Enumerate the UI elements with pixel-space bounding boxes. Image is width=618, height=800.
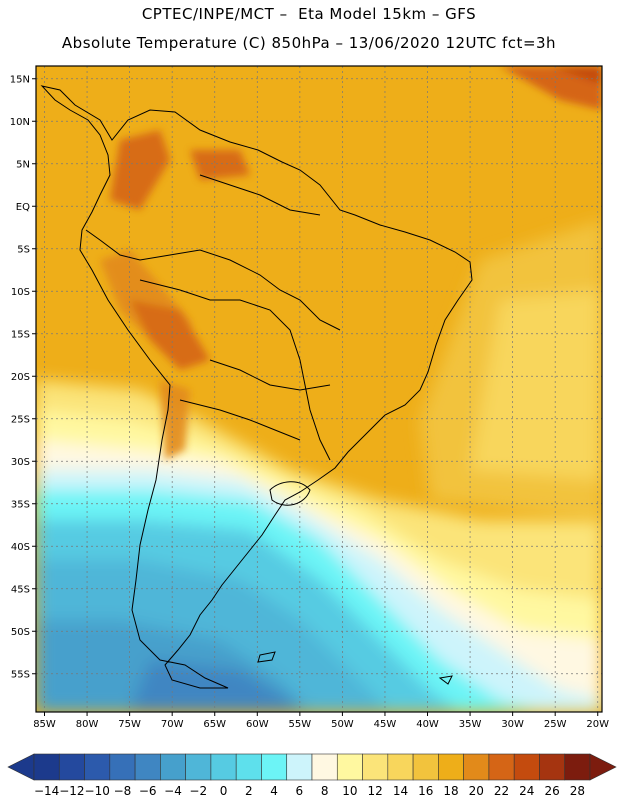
map-subtitle: Absolute Temperature (C) 850hPa – 13/06/… xyxy=(61,34,557,52)
colorbar-swatch xyxy=(362,753,389,781)
colorbar-swatch xyxy=(134,753,161,781)
colorbar-under-arrow xyxy=(7,753,35,781)
colorbar-swatch xyxy=(488,753,515,781)
colorbar-swatch xyxy=(336,753,363,781)
temperature-field xyxy=(36,66,602,712)
lat-tick-label: 20S xyxy=(11,372,30,383)
colorbar-swatch xyxy=(438,753,464,781)
colorbar-swatch xyxy=(463,753,490,781)
colorbar-swatch xyxy=(387,753,414,781)
colorbar-swatch xyxy=(539,753,566,781)
lat-tick-label: 45S xyxy=(11,584,30,595)
colorbar-swatch xyxy=(311,753,338,781)
colorbar-label: −2 xyxy=(189,784,207,798)
colorbar-label: 4 xyxy=(270,784,278,798)
map-title: CPTEC/INPE/MCT – Eta Model 15km – GFS xyxy=(141,5,477,23)
colorbar-label: −8 xyxy=(114,784,132,798)
colorbar-label: 20 xyxy=(469,784,484,798)
lat-tick-label: 40S xyxy=(11,542,30,553)
lat-tick-label: 50S xyxy=(11,627,30,638)
colorbar-swatch xyxy=(286,753,313,781)
lat-tick-label: 10N xyxy=(10,117,30,128)
lon-tick-label: 75W xyxy=(118,719,141,730)
colorbar-swatch xyxy=(58,753,85,781)
lat-tick-label: EQ xyxy=(16,202,30,213)
colorbar-label: 6 xyxy=(296,784,304,798)
colorbar-label: 18 xyxy=(443,784,458,798)
colorbar-label: 10 xyxy=(342,784,357,798)
colorbar-label: 14 xyxy=(393,784,408,798)
lon-tick-label: 65W xyxy=(203,719,226,730)
colorbar-swatch xyxy=(513,753,540,781)
colorbar-swatch xyxy=(261,753,288,781)
colorbar-label: 0 xyxy=(220,784,228,798)
colorbar-label: 16 xyxy=(418,784,433,798)
lon-tick-label: 25W xyxy=(544,719,567,730)
axis-ticks: 15N 10N 5N EQ 5S 10S 15S 20S 25S 30S 35S 40S 45S 50S 5… xyxy=(10,74,609,730)
colorbar-over-arrow xyxy=(589,753,617,781)
colorbar-label: −4 xyxy=(164,784,182,798)
colorbar-swatch xyxy=(160,753,186,781)
colorbar-label: 12 xyxy=(368,784,383,798)
lon-tick-label: 35W xyxy=(459,719,482,730)
coastlines xyxy=(40,85,473,689)
lon-tick-label: 50W xyxy=(331,719,354,730)
colorbar-swatch xyxy=(564,753,591,781)
colorbar-label: 2 xyxy=(245,784,253,798)
colorbar-label: −14 xyxy=(34,784,59,798)
colorbar-swatch xyxy=(235,753,262,781)
lon-tick-label: 85W xyxy=(33,719,56,730)
lat-tick-label: 15S xyxy=(11,329,30,340)
colorbar-label: −6 xyxy=(139,784,157,798)
lat-tick-label: 55S xyxy=(11,669,30,680)
colorbar-swatch xyxy=(84,753,111,781)
lat-tick-label: 5S xyxy=(17,244,30,255)
colorbar-swatch xyxy=(210,753,237,781)
colorbar-label: 22 xyxy=(494,784,509,798)
lon-tick-label: 20W xyxy=(586,719,609,730)
colorbar-label: 24 xyxy=(519,784,534,798)
temperature-map: 15N 10N 5N EQ 5S 10S 15S 20S 25S 30S 35S 40S 45S 50S 5… xyxy=(10,65,609,730)
lon-tick-label: 70W xyxy=(161,719,184,730)
lat-lon-grid xyxy=(36,66,602,712)
lon-tick-label: 80W xyxy=(76,719,99,730)
colorbar: −14 −12 −10 −8 −6 −4 −2 0 2 4 6 8 10 12 14 16 18 20 22 24 26… xyxy=(7,753,617,798)
lat-tick-label: 35S xyxy=(11,499,30,510)
plot-frame xyxy=(35,65,603,713)
colorbar-swatch xyxy=(109,753,136,781)
colorbar-label: −10 xyxy=(85,784,110,798)
colorbar-label: 28 xyxy=(570,784,585,798)
lon-tick-label: 30W xyxy=(501,719,524,730)
lon-tick-label: 55W xyxy=(289,719,312,730)
lon-tick-label: 60W xyxy=(246,719,269,730)
lat-tick-label: 15N xyxy=(10,74,30,85)
lat-tick-label: 5N xyxy=(16,159,30,170)
colorbar-label: 26 xyxy=(544,784,559,798)
lat-tick-label: 10S xyxy=(11,287,30,298)
lon-tick-label: 40W xyxy=(416,719,439,730)
colorbar-label: −12 xyxy=(59,784,84,798)
colorbar-swatch xyxy=(33,753,60,781)
lon-tick-label: 45W xyxy=(374,719,397,730)
colorbar-label: 8 xyxy=(321,784,329,798)
colorbar-swatch xyxy=(412,753,439,781)
lat-tick-label: 30S xyxy=(11,457,30,468)
lat-tick-label: 25S xyxy=(11,414,30,425)
colorbar-swatch xyxy=(185,753,212,781)
